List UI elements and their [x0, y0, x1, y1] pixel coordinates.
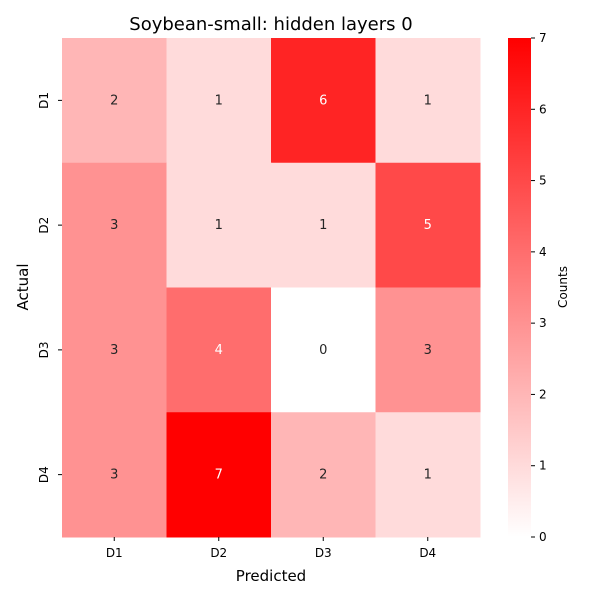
heatmap-cell: [271, 38, 376, 164]
colorbar-tick-label: 5: [539, 174, 547, 188]
cell-value-label: 4: [215, 343, 223, 358]
y-tick-label: D3: [37, 341, 51, 358]
colorbar-tick-label: 4: [539, 245, 547, 259]
heatmap-cell: [62, 287, 167, 413]
y-axis-ticks: D1 D2 D3 D4: [37, 92, 62, 483]
heatmap-cell: [62, 412, 167, 538]
cell-value-label: 6: [319, 93, 327, 108]
colorbar-tick-label: 7: [539, 31, 547, 45]
cell-value-label: 5: [424, 218, 432, 233]
heatmap-cell: [166, 38, 272, 164]
x-tick-label: D3: [315, 546, 332, 560]
heatmap-cell: [62, 38, 167, 164]
x-tick-label: D4: [419, 546, 436, 560]
cell-value-label: 3: [424, 343, 432, 358]
heatmap-cell: [166, 287, 272, 413]
colorbar-tick-label: 6: [539, 102, 547, 116]
y-axis-label: Actual: [14, 264, 32, 311]
cell-value-label: 7: [215, 468, 223, 483]
colorbar-tick-label: 0: [539, 530, 547, 544]
colorbar-tick-label: 3: [539, 316, 547, 330]
chart-title: Soybean-small: hidden layers 0: [129, 14, 412, 35]
colorbar: [508, 38, 531, 537]
x-tick-label: D2: [210, 546, 227, 560]
heatmap-cell: [375, 412, 481, 538]
cell-value-label: 1: [424, 468, 432, 483]
heatmap-cell: [271, 412, 376, 538]
heatmap-cell: [166, 412, 272, 538]
colorbar-tick-label: 2: [539, 387, 547, 401]
cell-value-label: 2: [110, 93, 118, 108]
x-tick-label: D1: [106, 546, 123, 560]
y-tick-label: D4: [37, 466, 51, 483]
x-axis-label: Predicted: [236, 567, 306, 585]
colorbar-label: Counts: [556, 266, 570, 308]
heatmap-cell: [271, 162, 376, 288]
cell-value-label: 3: [110, 468, 118, 483]
cell-value-label: 3: [110, 343, 118, 358]
cell-value-label: 3: [110, 218, 118, 233]
cell-value-label: 1: [319, 218, 327, 233]
colorbar-tick-label: 1: [539, 459, 547, 473]
heatmap-cells: [62, 38, 481, 538]
y-tick-label: D2: [37, 217, 51, 234]
y-tick-label: D1: [37, 92, 51, 109]
heatmap-cell: [271, 287, 376, 413]
cell-value-label: 1: [215, 218, 223, 233]
heatmap-cell: [375, 38, 481, 164]
cell-value-label: 0: [319, 343, 327, 358]
heatmap-cell-labels: 2 1 6 1 3 1 1 5 3 4 0 3 3 7 2 1: [110, 93, 432, 482]
cell-value-label: 2: [319, 468, 327, 483]
cell-value-label: 1: [215, 93, 223, 108]
x-axis-ticks: D1 D2 D3 D4: [106, 537, 436, 560]
colorbar-ticks: 0 1 2 3 4 5 6 7: [531, 31, 547, 544]
heatmap-cell: [375, 162, 481, 288]
cell-value-label: 1: [424, 93, 432, 108]
heatmap-cell: [375, 287, 481, 413]
heatmap-cell: [62, 162, 167, 288]
heatmap-cell: [166, 162, 272, 288]
